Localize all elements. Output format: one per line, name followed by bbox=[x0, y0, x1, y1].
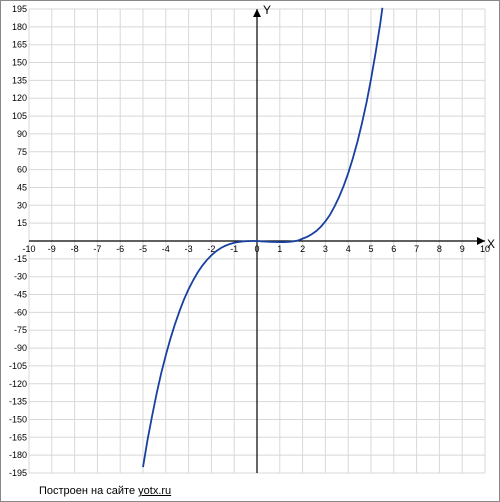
svg-text:-10: -10 bbox=[22, 244, 35, 254]
credit-line: Построен на сайте yotx.ru bbox=[39, 485, 171, 497]
svg-text:5: 5 bbox=[368, 244, 373, 254]
credit-text: Построен на сайте bbox=[39, 485, 138, 497]
svg-text:-15: -15 bbox=[14, 254, 27, 264]
svg-text:-30: -30 bbox=[14, 272, 27, 282]
svg-text:195: 195 bbox=[12, 4, 27, 14]
svg-text:150: 150 bbox=[12, 58, 27, 68]
svg-text:60: 60 bbox=[17, 165, 27, 175]
svg-text:165: 165 bbox=[12, 40, 27, 50]
svg-text:75: 75 bbox=[17, 147, 27, 157]
svg-text:-75: -75 bbox=[14, 325, 27, 335]
svg-text:135: 135 bbox=[12, 75, 27, 85]
svg-text:120: 120 bbox=[12, 93, 27, 103]
svg-text:-7: -7 bbox=[93, 244, 101, 254]
svg-text:-4: -4 bbox=[162, 244, 170, 254]
svg-text:-135: -135 bbox=[9, 397, 27, 407]
svg-text:-8: -8 bbox=[71, 244, 79, 254]
chart-svg: -10-9-8-7-6-5-4-3-2-1012345678910-195-18… bbox=[29, 9, 485, 473]
svg-text:7: 7 bbox=[414, 244, 419, 254]
x-axis-label: X bbox=[487, 237, 495, 251]
svg-text:45: 45 bbox=[17, 182, 27, 192]
svg-text:-3: -3 bbox=[185, 244, 193, 254]
svg-text:105: 105 bbox=[12, 111, 27, 121]
svg-text:4: 4 bbox=[346, 244, 351, 254]
plot-area: -10-9-8-7-6-5-4-3-2-1012345678910-195-18… bbox=[29, 9, 485, 473]
svg-text:180: 180 bbox=[12, 22, 27, 32]
svg-text:30: 30 bbox=[17, 200, 27, 210]
chart-container: -10-9-8-7-6-5-4-3-2-1012345678910-195-18… bbox=[0, 0, 500, 502]
svg-text:-105: -105 bbox=[9, 361, 27, 371]
svg-text:-195: -195 bbox=[9, 468, 27, 478]
svg-text:15: 15 bbox=[17, 218, 27, 228]
svg-text:-60: -60 bbox=[14, 307, 27, 317]
svg-text:-45: -45 bbox=[14, 290, 27, 300]
svg-text:-5: -5 bbox=[139, 244, 147, 254]
svg-text:-120: -120 bbox=[9, 379, 27, 389]
svg-text:-1: -1 bbox=[230, 244, 238, 254]
svg-text:-180: -180 bbox=[9, 450, 27, 460]
svg-text:-165: -165 bbox=[9, 432, 27, 442]
credit-link[interactable]: yotx.ru bbox=[138, 485, 171, 497]
svg-text:-150: -150 bbox=[9, 414, 27, 424]
svg-text:1: 1 bbox=[277, 244, 282, 254]
svg-text:2: 2 bbox=[300, 244, 305, 254]
svg-text:0: 0 bbox=[254, 244, 259, 254]
svg-text:3: 3 bbox=[323, 244, 328, 254]
svg-text:-90: -90 bbox=[14, 343, 27, 353]
svg-text:8: 8 bbox=[437, 244, 442, 254]
svg-text:6: 6 bbox=[391, 244, 396, 254]
svg-text:90: 90 bbox=[17, 129, 27, 139]
svg-text:9: 9 bbox=[460, 244, 465, 254]
svg-text:-6: -6 bbox=[116, 244, 124, 254]
y-axis-label: Y bbox=[263, 3, 271, 17]
svg-text:-9: -9 bbox=[48, 244, 56, 254]
